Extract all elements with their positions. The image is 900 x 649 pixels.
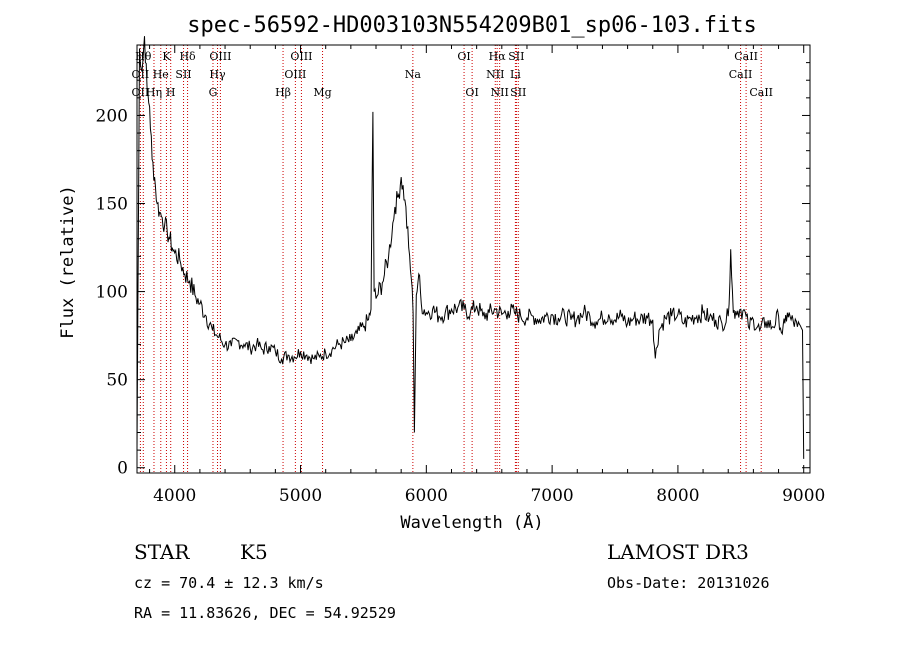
marker-label: OIII (290, 50, 312, 63)
survey-name: LAMOST DR3 (607, 540, 749, 564)
marker-label: Mg (313, 86, 331, 99)
x-tick-label: 7000 (530, 486, 573, 506)
marker-label: Hβ (275, 86, 291, 99)
spectrum-line (136, 36, 805, 459)
marker-label: He (153, 68, 169, 81)
x-axis-ticks: 4000 5000 6000 7000 8000 9000 (149, 45, 825, 506)
marker-label: OI (465, 86, 478, 99)
redshift-readout: cz = 70.4 ± 12.3 km/s (134, 574, 324, 592)
x-tick-label: 6000 (405, 486, 448, 506)
marker-label: Hγ (209, 68, 226, 81)
x-tick-label: 9000 (782, 486, 825, 506)
marker-label: Na (405, 68, 422, 81)
y-tick-label: 150 (96, 195, 128, 215)
marker-label: Hα (489, 50, 507, 63)
y-tick-label: 50 (106, 371, 128, 391)
marker-label: OI (457, 50, 470, 63)
coordinates-readout: RA = 11.83626, DEC = 54.92529 (134, 604, 396, 622)
marker-label: SII (510, 86, 526, 99)
object-subclass: K5 (240, 540, 268, 564)
marker-label: G (209, 86, 218, 99)
x-tick-label: 4000 (153, 486, 196, 506)
y-tick-label: 100 (96, 283, 128, 303)
marker-label: NII (486, 68, 504, 81)
y-axis-label: Flux (relative) (58, 185, 78, 339)
marker-label: Hη (146, 86, 162, 99)
marker-label: OII (132, 68, 150, 81)
y-tick-label: 0 (117, 459, 128, 479)
x-tick-label: 8000 (656, 486, 699, 506)
object-class: STAR (134, 540, 190, 564)
x-tick-label: 5000 (279, 486, 322, 506)
marker-label: K (162, 50, 171, 63)
y-axis-ticks: 0 50 100 150 200 (96, 62, 810, 479)
marker-label: OIII (209, 50, 231, 63)
marker-label: OII (132, 86, 150, 99)
marker-label: H (166, 86, 176, 99)
observation-date: Obs-Date: 20131026 (607, 574, 770, 592)
marker-label: NII (491, 86, 509, 99)
chart-title: spec-56592-HD003103N554209B01_sp06-103.f… (187, 13, 757, 38)
marker-label: CaII (749, 86, 773, 99)
marker-label: OIII (284, 68, 306, 81)
marker-label: SII (175, 68, 191, 81)
marker-label: Hδ (179, 50, 196, 63)
line-markers (139, 45, 762, 473)
marker-label: CaII (729, 68, 753, 81)
marker-label: Li (510, 68, 521, 81)
marker-label: SII (508, 50, 524, 63)
y-tick-label: 200 (96, 106, 128, 126)
x-axis-label: Wavelength (Å) (400, 511, 543, 533)
marker-label: CaII (734, 50, 758, 63)
plot-frame (136, 44, 811, 474)
